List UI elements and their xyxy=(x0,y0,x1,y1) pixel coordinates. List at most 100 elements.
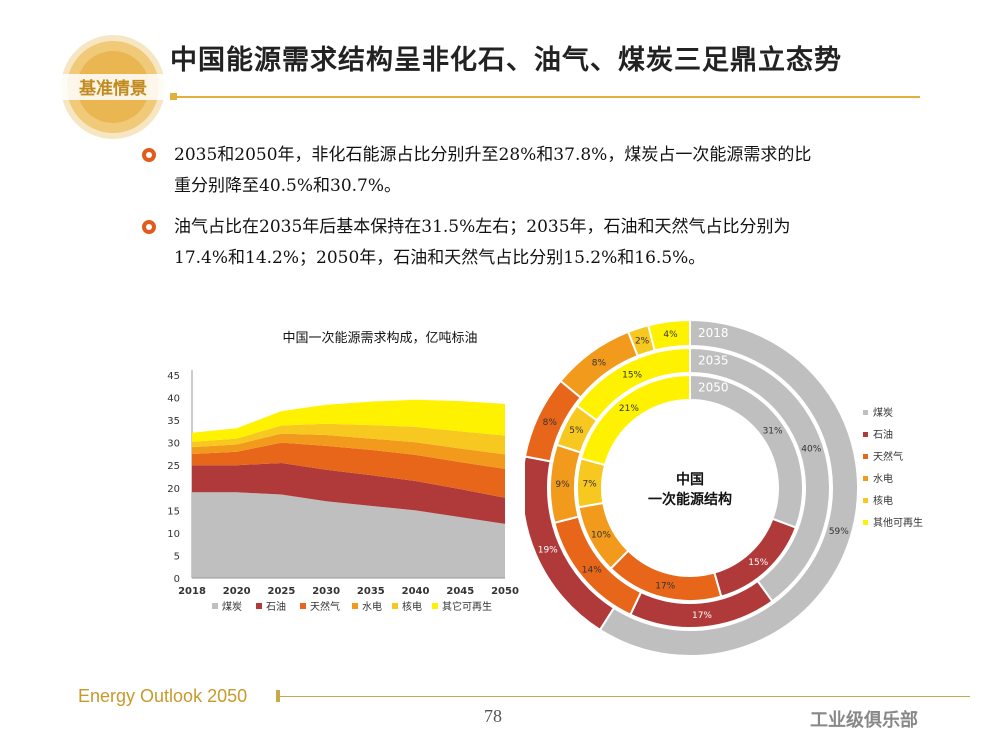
y-tick-label: 40 xyxy=(167,394,180,405)
slice-label: 8% xyxy=(592,359,607,369)
title-dot xyxy=(170,93,177,100)
bullet-line: 油气占比在2035年后基本保持在31.5%左右；2035年，石油和天然气占比分别… xyxy=(174,217,791,237)
legend-label: 煤炭 xyxy=(222,600,242,613)
y-tick-label: 45 xyxy=(167,371,180,382)
title-underline xyxy=(172,96,920,98)
slice-label: 31% xyxy=(763,427,783,437)
legend-swatch xyxy=(212,603,218,609)
y-tick-label: 10 xyxy=(167,529,180,540)
area-series-0 xyxy=(192,492,505,578)
y-tick-label: 25 xyxy=(167,461,180,472)
area-series-1 xyxy=(192,462,505,524)
logo-text: 基准情景 xyxy=(78,78,147,99)
slice-label: 17% xyxy=(692,611,712,621)
legend-swatch xyxy=(863,432,868,437)
area-series-3 xyxy=(192,433,505,469)
x-tick-label: 2030 xyxy=(312,586,340,597)
donut-slice-2050-5 xyxy=(579,373,691,467)
slice-label: 21% xyxy=(619,404,639,414)
y-tick-label: 0 xyxy=(174,574,180,585)
x-tick-label: 2035 xyxy=(357,586,385,597)
logo: 基准情景 xyxy=(58,35,168,139)
legend-label: 石油 xyxy=(266,600,286,613)
legend-swatch xyxy=(863,476,868,481)
legend-swatch xyxy=(863,520,868,525)
legend-label: 石油 xyxy=(873,428,893,441)
legend-swatch xyxy=(863,410,868,415)
slice-label: 10% xyxy=(591,531,611,541)
footer-tick xyxy=(276,690,280,702)
x-tick-label: 2020 xyxy=(223,586,251,597)
slice-label: 5% xyxy=(569,426,584,436)
y-tick-label: 15 xyxy=(167,506,180,517)
legend-swatch xyxy=(300,603,306,609)
donut-chart: 59% 19% 8% 8% 2% 4% 40% 17% 14% 9% 5% 15% 31% 15% 17% 1… xyxy=(525,318,923,657)
legend-swatch xyxy=(256,603,262,609)
legend-swatch xyxy=(392,603,398,609)
slice-label: 9% xyxy=(555,480,570,490)
page-number: 78 xyxy=(484,706,502,726)
slice-label: 8% xyxy=(543,418,558,428)
legend-label: 煤炭 xyxy=(873,406,893,419)
bullet-list: 2035和2050年，非化石能源占比分别升至28%和37.8%，煤炭占一次能源需… xyxy=(140,140,940,284)
bullet-line: 2035和2050年，非化石能源占比分别升至28%和37.8%，煤炭占一次能源需… xyxy=(174,145,812,165)
y-tick-label: 35 xyxy=(167,416,180,427)
x-tick-label: 2045 xyxy=(446,586,474,597)
center-label-line: 一次能源结构 xyxy=(648,491,732,508)
legend-swatch xyxy=(432,603,438,609)
area-series-5 xyxy=(192,399,505,442)
slice-label: 4% xyxy=(663,330,678,340)
ring-year-label: 2018 xyxy=(698,326,729,340)
bullet-icon xyxy=(142,148,156,162)
area-series-4 xyxy=(192,423,505,455)
x-axis: 2018 2020 2025 2030 2035 2040 2045 2050 xyxy=(178,577,519,597)
slice-label: 7% xyxy=(582,479,597,489)
chart-legend: 煤炭 石油 天然气 水电 核电 其它可再生 xyxy=(212,600,492,613)
chart-title: 中国一次能源需求构成，亿吨标油 xyxy=(282,330,477,346)
legend-label: 水电 xyxy=(362,600,382,613)
slice-label: 17% xyxy=(655,581,675,591)
slice-label: 2% xyxy=(635,337,650,347)
y-tick-label: 5 xyxy=(174,551,180,562)
report-name: Energy Outlook 2050 xyxy=(78,686,248,706)
legend-swatch xyxy=(863,498,868,503)
bullet-item: 2035和2050年，非化石能源占比分别升至28%和37.8%，煤炭占一次能源需… xyxy=(140,140,940,202)
ring-year-label: 2035 xyxy=(698,354,729,368)
slice-label: 19% xyxy=(538,546,558,556)
x-tick-label: 2050 xyxy=(491,586,519,597)
legend-label: 核电 xyxy=(873,494,893,507)
ring-year-label: 2050 xyxy=(698,381,729,395)
legend-swatch xyxy=(863,454,868,459)
legend-label: 其他可再生 xyxy=(873,516,923,529)
donut-rings: 59% 19% 8% 8% 2% 4% 40% 17% 14% 9% 5% 15% 31% 15% 17% 1… xyxy=(525,318,859,657)
x-tick-label: 2040 xyxy=(402,586,430,597)
bullet-line: 重分别降至40.5%和30.7%。 xyxy=(174,176,402,196)
donut-hole xyxy=(604,402,776,574)
bullet-item: 油气占比在2035年后基本保持在31.5%左右；2035年，石油和天然气占比分别… xyxy=(140,212,940,274)
slice-label: 59% xyxy=(829,527,849,537)
legend-label: 水电 xyxy=(873,472,893,485)
x-tick-label: 2018 xyxy=(178,586,206,597)
x-tick-label: 2025 xyxy=(268,586,296,597)
y-tick-label: 30 xyxy=(167,439,180,450)
slice-label: 40% xyxy=(801,445,821,455)
donut-slice-2035-5 xyxy=(575,346,691,422)
footer-line xyxy=(280,696,970,697)
legend-label: 天然气 xyxy=(873,450,903,463)
area-series-2 xyxy=(192,442,505,498)
legend-swatch xyxy=(352,603,358,609)
y-tick-label: 20 xyxy=(167,484,180,495)
legend-label: 天然气 xyxy=(310,600,340,613)
slice-label: 15% xyxy=(622,370,642,380)
ring-year-labels: 2018 2035 2050 xyxy=(698,326,729,395)
center-label-line: 中国 xyxy=(676,471,704,488)
donut-slice-2018-5 xyxy=(647,318,691,352)
slice-label: 15% xyxy=(748,558,768,568)
footer-brand: 工业级俱乐部 xyxy=(810,710,918,731)
legend-label: 核电 xyxy=(402,600,422,613)
slice-label: 14% xyxy=(582,565,602,575)
page-title: 中国能源需求结构呈非化石、油气、煤炭三足鼎立态势 xyxy=(170,45,842,76)
